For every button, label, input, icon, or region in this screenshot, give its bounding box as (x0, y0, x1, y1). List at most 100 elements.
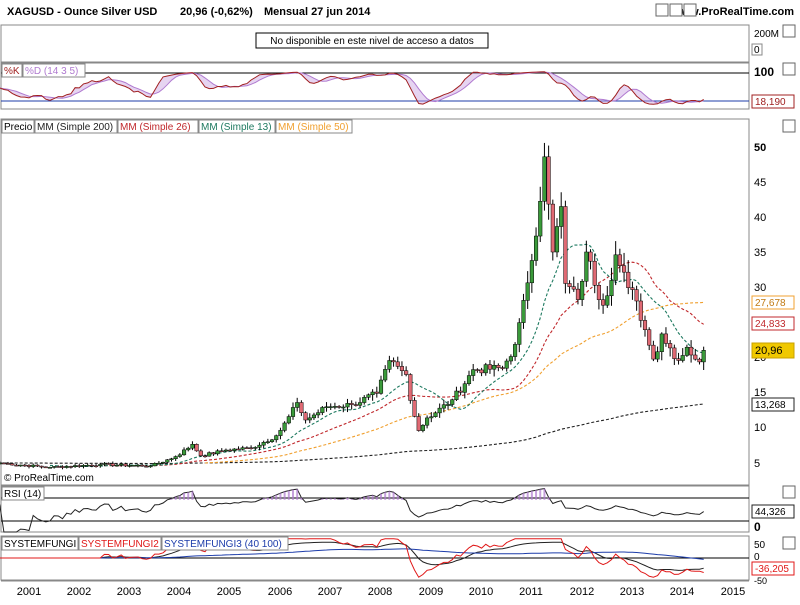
candle (630, 287, 635, 290)
price-tick-40: 40 (754, 212, 766, 224)
legend-ma200-box[interactable] (34, 119, 118, 134)
candle (5, 463, 11, 465)
candle (542, 156, 547, 202)
stoch-close-icon[interactable] (782, 62, 796, 76)
candle (307, 417, 312, 421)
volume-axis-top: 200M (754, 29, 779, 40)
candle (35, 464, 40, 467)
candle (399, 366, 405, 371)
settings-icon[interactable] (655, 3, 669, 17)
legend-ma50-box[interactable] (275, 119, 353, 134)
rsi-label: RSI (14) (4, 489, 41, 500)
fungi-value-box (751, 561, 795, 576)
ma26-line (104, 261, 704, 467)
candle (257, 444, 262, 448)
candle (412, 400, 417, 417)
x-tick-2008: 2008 (368, 586, 392, 598)
candle (596, 285, 601, 300)
legend-price-box[interactable] (1, 119, 35, 134)
candle (487, 364, 493, 370)
stoch-d-label: %D (14 3 5) (25, 66, 78, 77)
price-settings-icon[interactable] (782, 119, 796, 133)
fungi-label1-box[interactable] (1, 536, 79, 551)
stoch-value: 18,190 (755, 97, 786, 108)
candle (370, 391, 375, 396)
legend-ma50: MM (Simple 50) (278, 122, 349, 133)
chart-title: XAGUSD - Ounce Silver USD (7, 6, 157, 18)
rsi-panel (0, 485, 750, 533)
stoch-value-box (751, 94, 795, 109)
candle (26, 464, 32, 467)
rsi-series-line (0, 488, 704, 533)
candle (144, 465, 149, 468)
candle (454, 390, 459, 400)
x-tick-2015: 2015 (721, 586, 745, 598)
fungi-axis-0: 0 (754, 552, 760, 563)
candle (538, 201, 543, 237)
price-legend: Precio MM (Simple 200) MM (Simple 26) MM… (1, 119, 353, 134)
site-link[interactable]: www.ProRealTime.com (672, 6, 794, 18)
candle (43, 466, 48, 469)
ma26-tag: 24,833 (755, 319, 786, 330)
rsi-close-icon[interactable] (782, 485, 796, 499)
candle (249, 447, 254, 449)
candle (56, 466, 61, 468)
candle (353, 404, 358, 406)
legend-ma26-box[interactable] (117, 119, 199, 134)
candle (148, 465, 153, 468)
legend-ma13-box[interactable] (198, 119, 276, 134)
candle (85, 464, 90, 467)
candle (374, 391, 379, 394)
close-icon[interactable] (683, 3, 697, 17)
candle (622, 265, 627, 273)
candle (701, 350, 706, 363)
candle (320, 407, 325, 413)
candle (521, 300, 526, 323)
candle (433, 412, 438, 418)
candle (534, 235, 539, 261)
x-tick-2006: 2006 (268, 586, 292, 598)
candle (446, 404, 451, 406)
fungi-label2-box[interactable] (78, 536, 162, 551)
candle (31, 464, 36, 467)
candle (181, 449, 187, 456)
ma200-tag: 13,268 (755, 400, 786, 411)
candle (651, 344, 656, 360)
stoch-axis-100: 100 (754, 65, 774, 79)
price-tick-30: 30 (754, 282, 766, 294)
candle (391, 360, 396, 363)
price-tick-10: 10 (754, 422, 766, 434)
fungi-label2: SYSTEMFUNGI2 (81, 539, 159, 550)
candle (106, 463, 111, 465)
candle (140, 464, 145, 467)
fungi-label3: SYSTEMFUNGI3 (40 100) (164, 539, 282, 550)
fungi-label3-box[interactable] (161, 536, 289, 551)
candles (0, 142, 706, 470)
candle (1, 462, 6, 465)
fungi-label1: SYSTEMFUNGI (4, 539, 76, 550)
zoom-icon[interactable] (669, 3, 683, 17)
candle (114, 464, 120, 467)
candle (169, 458, 174, 461)
candle (236, 448, 241, 451)
candle (286, 416, 291, 424)
fungi2-line (0, 538, 704, 578)
fungi-lines (0, 538, 704, 578)
candle (458, 390, 463, 393)
volume-close-icon[interactable] (782, 24, 796, 38)
x-tick-2010: 2010 (469, 586, 493, 598)
candle (316, 412, 321, 416)
candle (609, 280, 614, 297)
fungi-close-icon[interactable] (782, 536, 796, 550)
candle (525, 282, 530, 301)
rsi-label-box[interactable] (1, 486, 45, 501)
candle (546, 156, 551, 205)
candle (161, 461, 166, 464)
candle (219, 450, 224, 453)
candle (253, 447, 258, 449)
candle (81, 465, 86, 467)
x-tick-2005: 2005 (217, 586, 241, 598)
candle (383, 369, 388, 381)
candle (265, 441, 270, 443)
candle (626, 271, 631, 288)
